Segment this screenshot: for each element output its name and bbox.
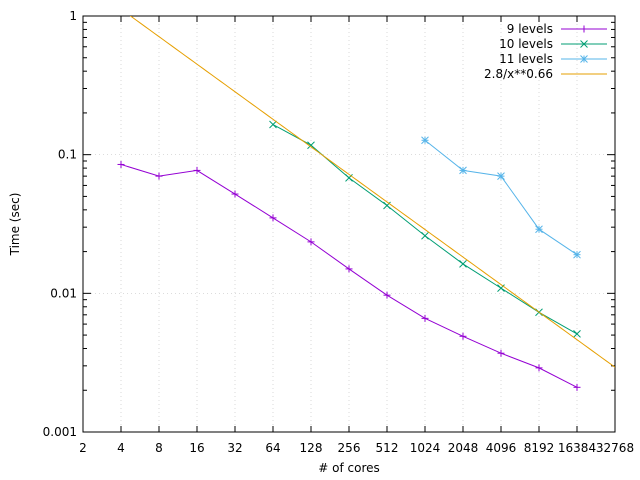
x-tick-label: 64	[265, 441, 280, 455]
series-0-point	[535, 364, 543, 372]
x-tick-label: 1024	[410, 441, 441, 455]
series-3-fit-line	[129, 16, 615, 368]
legend-marker	[580, 55, 588, 63]
series-0-point	[269, 214, 277, 222]
x-tick-label: 128	[300, 441, 323, 455]
x-tick-label: 32768	[596, 441, 634, 455]
series-0-point	[383, 291, 391, 299]
y-tick-label: 0.001	[43, 425, 77, 439]
series-1-point	[421, 231, 429, 240]
x-tick-label: 2	[79, 441, 87, 455]
series-0-point	[193, 166, 201, 174]
x-axis-label: # of cores	[318, 461, 380, 475]
series-2-point	[421, 136, 429, 145]
series-1-point	[383, 201, 391, 210]
x-tick-label: 8192	[524, 441, 555, 455]
series-0-point	[345, 265, 353, 273]
series-0-point	[307, 238, 315, 246]
series-0-point	[497, 349, 505, 357]
series-0-point	[421, 314, 429, 322]
series	[117, 16, 615, 391]
y-axis-label: Time (sec)	[8, 193, 22, 257]
series-1-point	[269, 120, 277, 129]
y-tick-label: 0.1	[58, 148, 77, 162]
x-tick-label: 256	[338, 441, 361, 455]
series-2-line	[424, 139, 578, 256]
series-2-point	[459, 166, 467, 175]
legend-marker	[580, 25, 588, 33]
x-tick-label: 4	[117, 441, 125, 455]
series-0-point	[155, 172, 163, 180]
legend-label: 2.8/x**0.66	[484, 67, 553, 81]
series-1-point	[497, 284, 505, 292]
legend-label: 10 levels	[499, 37, 553, 51]
series-0-point	[231, 190, 239, 198]
series-1-point	[573, 330, 581, 338]
y-tick-label: 0.01	[50, 286, 77, 300]
series-1-point	[459, 260, 467, 268]
series-2-point	[535, 225, 543, 234]
y-tick-label: 1	[69, 9, 77, 23]
x-tick-label: 4096	[486, 441, 517, 455]
legend-marker	[580, 40, 588, 48]
series-0-point	[117, 160, 125, 168]
axis-ticks: 2 4 8 16 32 64 128 256 512 1024 2048 4096 8192 16384 3…	[43, 9, 634, 455]
x-tick-label: 16384	[558, 441, 596, 455]
x-tick-label: 8	[155, 441, 163, 455]
series-0-point	[573, 383, 581, 391]
series-1-point	[307, 141, 315, 150]
x-tick-label: 16	[189, 441, 204, 455]
x-tick-label: 512	[376, 441, 399, 455]
x-tick-label: 32	[227, 441, 242, 455]
legend-label: 11 levels	[499, 52, 553, 66]
series-2-point	[497, 172, 505, 180]
x-tick-label: 2048	[448, 441, 479, 455]
legend-label: 9 levels	[507, 22, 553, 36]
grid	[83, 16, 615, 432]
series-0-point	[459, 332, 467, 340]
series-0-line	[120, 163, 578, 388]
series-2-point	[573, 250, 581, 259]
